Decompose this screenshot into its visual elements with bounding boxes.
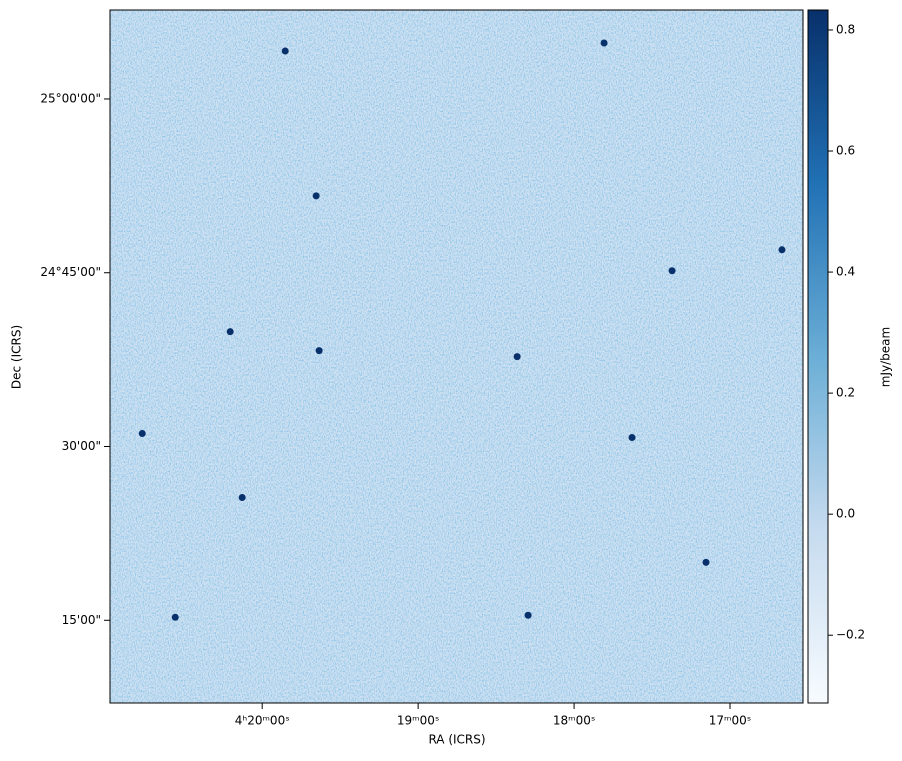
colorbar-tick-label: −0.2 <box>836 628 865 642</box>
source <box>138 430 146 438</box>
x-tick-label: 17ᵐ00ˢ <box>709 714 752 728</box>
y-tick-label: 24°45'00" <box>40 265 101 279</box>
source <box>778 246 786 254</box>
colorbar-tick-label: 0.6 <box>836 144 855 158</box>
x-tick-label: 19ᵐ00ˢ <box>397 714 440 728</box>
colorbar-tick-label: 0.4 <box>836 265 855 279</box>
colorbar <box>807 9 829 704</box>
colorbar-tick-label: 0.0 <box>836 507 855 521</box>
image-noise <box>110 10 803 703</box>
y-tick-label: 30'00" <box>62 439 101 453</box>
source <box>226 328 234 336</box>
y-tick-label: 25°00'00" <box>40 91 101 105</box>
source <box>238 493 246 501</box>
colorbar-tick-label: 0.8 <box>836 22 855 36</box>
colorbar-tick-label: 0.2 <box>836 386 855 400</box>
plot-frame <box>109 9 804 704</box>
source <box>628 434 636 442</box>
source <box>524 611 532 619</box>
source <box>600 39 608 47</box>
source <box>312 192 320 200</box>
source <box>513 353 521 361</box>
x-tick-label: 4ʰ20ᵐ00ˢ <box>235 714 290 728</box>
source <box>668 267 676 275</box>
source <box>171 613 179 621</box>
source <box>315 347 323 355</box>
x-tick-label: 18ᵐ00ˢ <box>553 714 596 728</box>
source <box>281 47 289 55</box>
y-tick-label: 15'00" <box>62 613 101 627</box>
source <box>702 558 710 566</box>
y-axis-label: Dec (ICRS) <box>10 325 24 389</box>
x-axis-label: RA (ICRS) <box>428 733 485 747</box>
colorbar-label: mJy/beam <box>879 327 893 387</box>
